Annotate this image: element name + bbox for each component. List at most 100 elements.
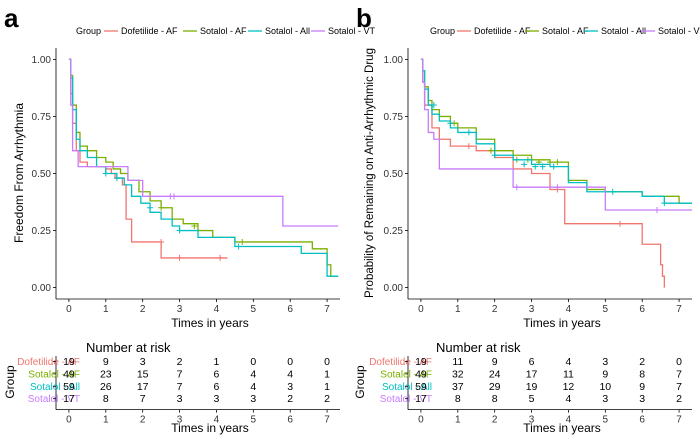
censor-mark-dofetilide-af xyxy=(158,238,165,245)
risk-count: 32 xyxy=(452,368,464,380)
censor-mark-sotalol-all xyxy=(491,152,498,159)
y-tick-label: 0.75 xyxy=(32,112,52,123)
x-tick-label: 6 xyxy=(639,304,645,315)
km-plot: 0.00 0.25 0.50 0.75 1.00 0 1 2 3 4 5 6 7 xyxy=(384,48,692,315)
risk-table-xlabel: Times in years xyxy=(171,421,249,435)
risk-count: 3 xyxy=(214,393,220,405)
risk-count: 4 xyxy=(566,393,572,405)
risk-count: 7 xyxy=(676,381,682,393)
risk-table-ylabel: Group xyxy=(353,365,367,399)
panel-a: a Group Dofetilide - AF Sotalol - AF Sot… xyxy=(3,3,376,435)
legend-label-dofetilide-af: Dofetilide - AF xyxy=(474,26,531,36)
series-line-sotalol-af xyxy=(420,58,692,204)
x-tick-label: 4 xyxy=(566,304,572,315)
risk-table-ylabel: Group xyxy=(3,365,17,399)
risk-x-tick-label: 3 xyxy=(177,415,183,426)
censor-mark-sotalol-all xyxy=(465,129,472,136)
risk-count: 6 xyxy=(214,381,220,393)
risk-count: 8 xyxy=(103,393,109,405)
censor-mark-sotalol-all xyxy=(113,175,120,182)
risk-table-xlabel: Times in years xyxy=(523,421,601,435)
risk-count: 4 xyxy=(566,356,572,368)
risk-x-tick-label: 2 xyxy=(140,415,146,426)
y-axis-label: Probability of Remaining on Anti-Arrhyth… xyxy=(364,48,376,298)
risk-x-tick-label: 5 xyxy=(603,415,609,426)
panel-label: b xyxy=(356,3,372,33)
y-tick-label: 1.00 xyxy=(32,55,52,66)
censor-mark-dofetilide-af xyxy=(617,220,624,227)
risk-count: 3 xyxy=(177,393,183,405)
risk-x-tick-label: 7 xyxy=(676,415,682,426)
risk-count: 9 xyxy=(492,356,498,368)
x-tick-label: 6 xyxy=(287,304,293,315)
risk-x-tick-label: 5 xyxy=(251,415,257,426)
legend-label-sotalol-af: Sotalol - AF xyxy=(200,26,247,36)
risk-count: 3 xyxy=(287,381,293,393)
risk-row-label: Sotalol - AF xyxy=(380,369,432,380)
x-tick-label: 2 xyxy=(140,304,146,315)
legend-label-sotalol-vt: Sotalol - VT xyxy=(658,26,700,36)
censor-mark-sotalol-vt xyxy=(554,184,561,191)
risk-count: 7 xyxy=(177,381,183,393)
y-tick-label: 0.00 xyxy=(32,283,52,294)
legend-label-sotalol-vt: Sotalol - VT xyxy=(328,26,376,36)
risk-count: 2 xyxy=(639,356,645,368)
risk-row-label: Sotalol - VT xyxy=(380,394,432,405)
censor-mark-dofetilide-af xyxy=(176,254,183,261)
risk-count: 49 xyxy=(415,368,427,380)
x-tick-label: 2 xyxy=(492,304,498,315)
risk-x-tick-label: 4 xyxy=(214,415,220,426)
y-tick-label: 1.00 xyxy=(384,55,404,66)
risk-x-tick-label: 3 xyxy=(529,415,535,426)
risk-count: 7 xyxy=(177,368,183,380)
risk-row-label: Dofetilide - AF xyxy=(17,357,80,368)
risk-count: 17 xyxy=(63,393,75,405)
risk-x-tick-label: 2 xyxy=(492,415,498,426)
censor-mark-sotalol-all xyxy=(550,163,557,170)
series-line-sotalol-all xyxy=(68,58,339,277)
risk-x-tick-label: 1 xyxy=(455,415,461,426)
censor-mark-dofetilide-af xyxy=(217,254,224,261)
censor-mark-sotalol-af xyxy=(191,222,198,229)
x-tick-label: 0 xyxy=(66,304,72,315)
censor-mark-sotalol-all xyxy=(430,102,437,109)
x-tick-label: 7 xyxy=(676,304,682,315)
risk-count: 0 xyxy=(324,356,330,368)
legend: Group Dofetilide - AF Sotalol - AF Sotal… xyxy=(430,26,700,36)
panel-label: a xyxy=(4,3,19,33)
risk-count: 1 xyxy=(324,368,330,380)
series-line-sotalol-all xyxy=(420,58,692,204)
risk-table: Number at risk Group Times in years Dofe… xyxy=(353,340,692,435)
risk-count: 3 xyxy=(250,393,256,405)
censor-mark-sotalol-all xyxy=(102,170,109,177)
censor-mark-sotalol-all xyxy=(176,227,183,234)
y-tick-label: 0.25 xyxy=(32,226,52,237)
series-line-dofetilide-af xyxy=(68,58,228,259)
risk-x-tick-label: 6 xyxy=(287,415,293,426)
series-line-sotalol-vt xyxy=(68,58,339,227)
x-tick-label: 5 xyxy=(603,304,609,315)
censor-mark-dofetilide-af xyxy=(465,143,472,150)
risk-count: 4 xyxy=(250,381,256,393)
risk-count: 2 xyxy=(177,356,183,368)
legend-label-sotalol-af: Sotalol - AF xyxy=(542,26,589,36)
risk-count: 17 xyxy=(137,381,149,393)
x-axis-label: Times in years xyxy=(171,316,249,330)
x-tick-label: 4 xyxy=(214,304,220,315)
risk-x-tick-label: 0 xyxy=(418,415,424,426)
censor-mark-sotalol-all xyxy=(447,120,454,127)
censor-mark-sotalol-vt xyxy=(171,193,178,200)
risk-count: 0 xyxy=(287,356,293,368)
risk-count: 59 xyxy=(415,381,427,393)
series-line-sotalol-vt xyxy=(420,58,692,211)
risk-count: 12 xyxy=(563,381,575,393)
x-tick-label: 3 xyxy=(177,304,183,315)
risk-count: 1 xyxy=(324,381,330,393)
legend-label-sotalol-all: Sotalol - All xyxy=(265,26,310,36)
censor-mark-sotalol-all xyxy=(532,163,539,170)
panel-b: b Group Dofetilide - AF Sotalol - AF Sot… xyxy=(353,3,700,435)
risk-x-tick-label: 7 xyxy=(324,415,330,426)
y-tick-label: 0.75 xyxy=(384,112,404,123)
series-line-dofetilide-af xyxy=(420,58,665,288)
